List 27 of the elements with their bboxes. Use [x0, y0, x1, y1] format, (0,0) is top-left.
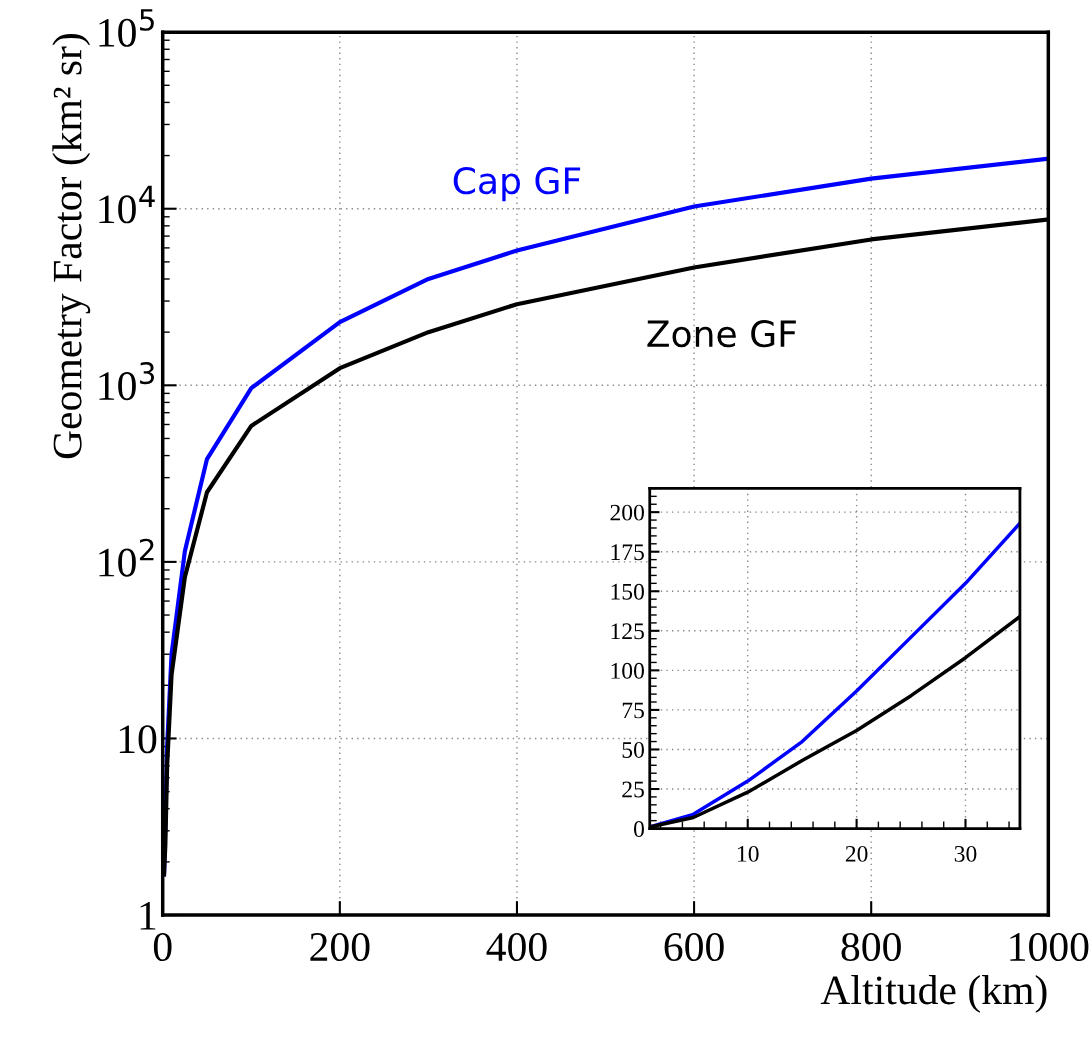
- x-tick-label: 10: [738, 845, 759, 862]
- x-tick-label: 400: [486, 932, 547, 962]
- x-tick-label: 600: [664, 932, 724, 962]
- y-tick-label: 10$^{2}$: [99, 538, 154, 577]
- y-tick-label: 175: [611, 544, 644, 561]
- y-tick-label: 200: [610, 504, 644, 521]
- y-tick-label: 0: [633, 821, 644, 837]
- y-tick-label: 10$^{5}$: [99, 9, 154, 47]
- series-label: Zone GF: [647, 320, 796, 348]
- x-axis-title: Altitude (km): [820, 975, 1047, 1013]
- y-tick-label: 50: [622, 741, 644, 758]
- y-tick-label: 25: [622, 781, 644, 798]
- x-tick-label: 20: [845, 845, 868, 862]
- series-label: Cap GF: [453, 167, 581, 202]
- y-tick-label: 150: [611, 583, 644, 600]
- y-tick-label: 10: [119, 725, 157, 754]
- y-tick-label: 10$^{3}$: [99, 362, 155, 401]
- y-axis-title: Geometry Factor (km² sr): [52, 33, 91, 459]
- y-tick-label: 10$^{4}$: [99, 185, 155, 224]
- y-tick-label: 75: [622, 702, 644, 719]
- y-tick-label: 100: [611, 662, 644, 679]
- y-tick-label: 1: [140, 902, 156, 930]
- x-tick-label: 800: [841, 932, 901, 962]
- x-tick-label: 200: [310, 932, 370, 962]
- y-tick-label: 125: [611, 623, 644, 640]
- x-tick-label: 30: [954, 845, 977, 862]
- x-tick-label: 1000: [1010, 932, 1089, 962]
